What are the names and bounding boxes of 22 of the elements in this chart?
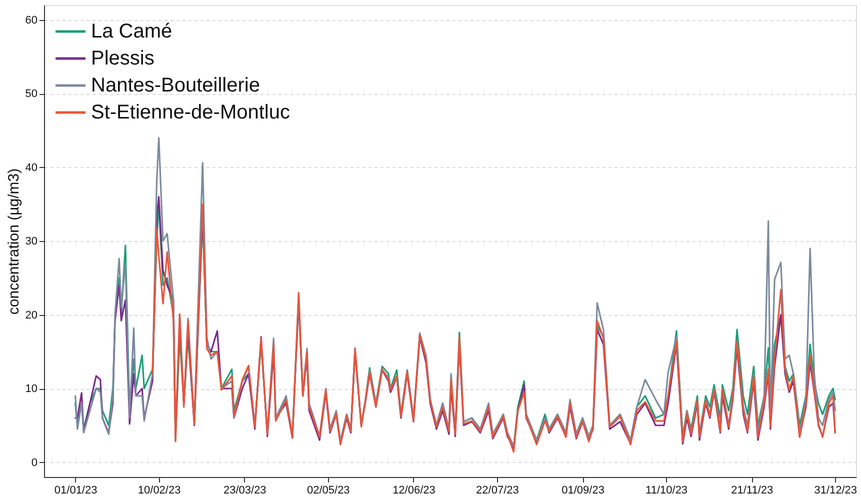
y-tick-label: 40: [25, 162, 38, 174]
legend-label: La Camé: [91, 20, 172, 42]
legend-label: Nantes-Bouteillerie: [91, 74, 260, 96]
x-tick-label: 31/12/23: [814, 484, 858, 496]
y-tick-label: 20: [25, 309, 38, 322]
x-tick-label: 01/01/23: [54, 484, 98, 496]
x-tick-label: 21/11/23: [731, 484, 774, 496]
y-tick-label: 60: [25, 14, 38, 26]
x-tick-label: 23/03/23: [223, 484, 266, 496]
y-tick-label: 10: [25, 383, 38, 395]
y-tick-label: 50: [25, 88, 38, 100]
x-tick-label: 12/06/23: [392, 484, 436, 496]
x-tick-label: 10/02/23: [138, 484, 181, 496]
x-tick-label: 22/07/23: [476, 484, 519, 496]
x-tick-label: 11/10/23: [646, 484, 688, 496]
legend-label: Plessis: [91, 48, 154, 70]
y-tick-label: 0: [31, 456, 38, 469]
legend-label: St-Etienne-de-Montluc: [91, 102, 290, 124]
x-tick-label: 02/05/23: [306, 484, 350, 496]
x-tick-label: 01/09/23: [562, 484, 604, 496]
y-axis-title: concentration (µg/m3): [5, 168, 22, 315]
y-tick-label: 30: [25, 236, 38, 248]
